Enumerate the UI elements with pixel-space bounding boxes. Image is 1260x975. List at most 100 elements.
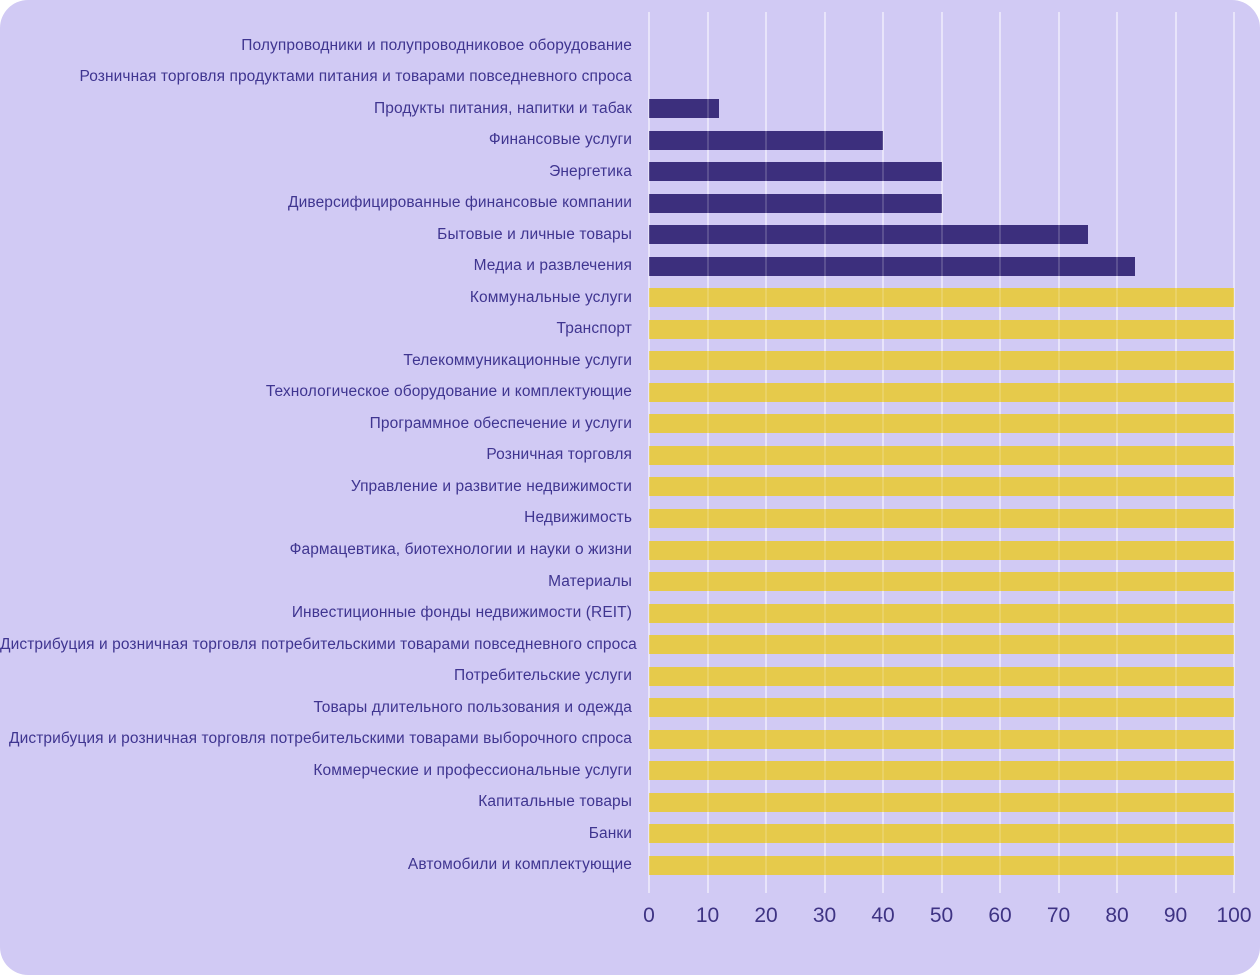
- chart-row: Коммунальные услуги: [0, 282, 1260, 314]
- bar-track: [649, 256, 1234, 276]
- bar: [649, 572, 1234, 592]
- category-label: Коммерческие и профессиональные услуги: [313, 761, 632, 779]
- category-label: Недвижимость: [524, 509, 632, 527]
- chart-row: Бытовые и личные товары: [0, 219, 1260, 251]
- category-label: Банки: [588, 824, 632, 842]
- category-label: Финансовые услуги: [488, 131, 632, 149]
- chart-row: Продукты питания, напитки и табак: [0, 93, 1260, 125]
- bar-track: [649, 824, 1234, 844]
- category-label: Коммунальные услуги: [469, 288, 632, 306]
- bar: [649, 445, 1234, 465]
- category-label: Товары длительного пользования и одежда: [313, 698, 632, 716]
- bar: [649, 761, 1234, 781]
- bar: [649, 162, 942, 182]
- x-tick-label: 30: [812, 904, 837, 927]
- chart-row: Транспорт: [0, 314, 1260, 346]
- chart-row: Товары длительного пользования и одежда: [0, 692, 1260, 724]
- category-label: Транспорт: [556, 320, 632, 338]
- bar-track: [649, 508, 1234, 528]
- bar: [649, 414, 1234, 434]
- bar: [649, 729, 1234, 749]
- bar: [649, 666, 1234, 686]
- bar-track: [649, 130, 1234, 150]
- bar-track: [649, 603, 1234, 623]
- x-tick-label: 90: [1163, 904, 1188, 927]
- bar: [649, 193, 942, 213]
- chart-row: Потребительские услуги: [0, 660, 1260, 692]
- chart-row: Автомобили и комплектующие: [0, 849, 1260, 881]
- bar-track: [649, 99, 1234, 119]
- chart-row: Медиа и развлечения: [0, 251, 1260, 283]
- chart-row: Управление и развитие недвижимости: [0, 471, 1260, 503]
- chart-row: Материалы: [0, 566, 1260, 598]
- category-label: Диверсифицированные финансовые компании: [288, 194, 632, 212]
- bar-track: [649, 540, 1234, 560]
- category-label: Фармацевтика, биотехнологии и науки о жи…: [289, 541, 632, 558]
- bar-track: [649, 698, 1234, 718]
- bar: [649, 855, 1234, 875]
- x-tick-label: 100: [1216, 904, 1252, 927]
- bar-track: [649, 36, 1234, 55]
- chart-row: Финансовые услуги: [0, 125, 1260, 157]
- category-label: Программное обеспечение и услуги: [369, 414, 632, 432]
- bar-track: [649, 445, 1234, 465]
- bar: [649, 256, 1135, 276]
- chart-row: Розничная торговля: [0, 440, 1260, 472]
- bar-track: [649, 414, 1234, 434]
- bar-track: [649, 761, 1234, 781]
- bar-track: [649, 351, 1234, 371]
- chart-row: Телекоммуникационные услуги: [0, 345, 1260, 377]
- bar-track: [649, 193, 1234, 213]
- category-label: Дистрибуция и розничная торговля потреби…: [0, 635, 637, 653]
- chart-row: Капитальные товары: [0, 786, 1260, 818]
- category-label: Управление и развитие недвижимости: [350, 477, 632, 495]
- category-label: Розничная торговля: [486, 446, 632, 464]
- bar-track: [649, 792, 1234, 812]
- bar: [649, 382, 1234, 402]
- chart-row: Инвестиционные фонды недвижимости (REIT): [0, 597, 1260, 629]
- bar-track: [649, 68, 1234, 87]
- bar: [649, 225, 1088, 245]
- bar: [649, 792, 1234, 812]
- category-label: Энергетика: [549, 162, 632, 180]
- chart-row: Коммерческие и профессиональные услуги: [0, 755, 1260, 787]
- bar: [649, 508, 1234, 528]
- chart-row: Фармацевтика, биотехнологии и науки о жи…: [0, 534, 1260, 566]
- bar: [649, 477, 1234, 497]
- category-label: Розничная торговля продуктами питания и …: [79, 68, 632, 86]
- category-label: Бытовые и личные товары: [437, 225, 632, 243]
- x-tick-label: 70: [1046, 904, 1071, 927]
- bar-track: [649, 382, 1234, 402]
- chart-row: Энергетика: [0, 156, 1260, 188]
- bar: [649, 99, 720, 119]
- bar: [649, 130, 883, 150]
- category-label: Материалы: [548, 572, 632, 590]
- bar-track: [649, 635, 1234, 655]
- x-tick-label: 60: [988, 904, 1012, 927]
- bar: [649, 540, 1234, 560]
- category-label: Автомобили и комплектующие: [407, 856, 632, 874]
- chart-row: Полупроводники и полупроводниковое обору…: [0, 30, 1260, 62]
- bar: [649, 319, 1234, 339]
- bar-track: [649, 225, 1234, 245]
- chart-row: Недвижимость: [0, 503, 1260, 535]
- bar-track: [649, 855, 1234, 875]
- category-label: Капитальные товары: [478, 793, 632, 811]
- x-tick-label: 80: [1105, 904, 1129, 927]
- x-axis: 0 10 20 30 40 50 60 70 80 90 100: [643, 900, 1251, 932]
- bar: [649, 603, 1234, 623]
- bar: [649, 698, 1234, 718]
- chart-row: Розничная торговля продуктами питания и …: [0, 62, 1260, 94]
- bar: [649, 635, 1234, 655]
- bar-track: [649, 572, 1234, 592]
- category-label: Медиа и развлечения: [473, 257, 632, 275]
- bar-track: [649, 319, 1234, 339]
- chart-row: Дистрибуция и розничная торговля потреби…: [0, 723, 1260, 755]
- category-label: Потребительские услуги: [453, 667, 632, 685]
- chart-row: Диверсифицированные финансовые компании: [0, 188, 1260, 220]
- x-tick-label: 40: [871, 904, 895, 927]
- bar-track: [649, 477, 1234, 497]
- chart-row: Технологическое оборудование и комплекту…: [0, 377, 1260, 409]
- chart-row: Банки: [0, 818, 1260, 850]
